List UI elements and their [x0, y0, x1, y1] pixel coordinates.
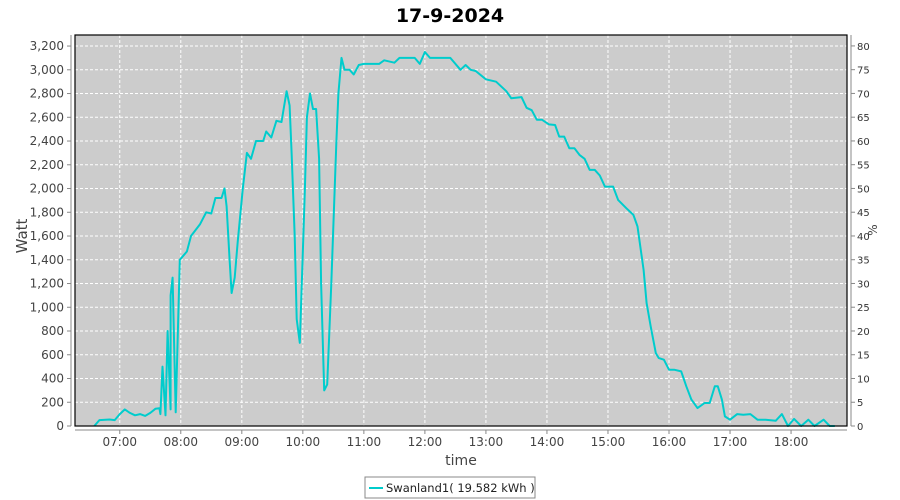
series-line — [93, 51, 835, 427]
x-tick-label: 07:00 — [102, 435, 137, 449]
grid — [75, 35, 847, 426]
y-tick-label: 2,800 — [30, 87, 64, 101]
y2-tick-label: 20 — [857, 327, 870, 338]
y2-tick-label: 0 — [857, 422, 863, 433]
y2-tick-label: 65 — [857, 113, 870, 124]
y-tick-label: 400 — [41, 372, 64, 386]
y-tick-label: 2,200 — [30, 158, 64, 172]
x-tick-label: 18:00 — [774, 435, 809, 449]
y-tick-label: 200 — [41, 395, 64, 409]
y-axis-label: Watt — [13, 218, 31, 253]
y-tick-label: 3,200 — [30, 39, 64, 53]
y-tick-label: 3,000 — [30, 63, 64, 77]
y-tick-label: 1,400 — [30, 253, 64, 267]
y-tick-label: 2,000 — [30, 182, 64, 196]
y-tick-label: 0 — [56, 419, 64, 433]
y-tick-label: 1,600 — [30, 229, 64, 243]
y2-tick-label: 60 — [857, 137, 870, 148]
y2-tick-label: 70 — [857, 89, 870, 100]
x-axis-label: time — [445, 453, 477, 469]
y-tick-label: 1,000 — [30, 300, 64, 314]
y2-tick-label: 5 — [857, 398, 863, 409]
y2-tick-label: 45 — [857, 208, 870, 219]
y2-tick-label: 75 — [857, 66, 870, 77]
plot-area — [75, 35, 847, 426]
y-tick-label: 1,200 — [30, 277, 64, 291]
x-tick-label: 15:00 — [591, 435, 626, 449]
x-tick-label: 10:00 — [286, 435, 321, 449]
y-tick-label: 2,400 — [30, 134, 64, 148]
y-tick-label: 600 — [41, 348, 64, 362]
y-tick-label: 800 — [41, 324, 64, 338]
x-axis-ticks: 07:00 08:00 09:00 10:00 11:00 12:00 13:00 14:00… — [102, 430, 808, 449]
x-tick-label: 16:00 — [652, 435, 687, 449]
x-tick-label: 13:00 — [469, 435, 504, 449]
chart-title: 17-9-2024 — [396, 5, 504, 27]
legend[interactable]: Swanland1( 19.582 kWh ) — [364, 476, 536, 499]
x-tick-label: 12:00 — [408, 435, 443, 449]
y2-tick-label: 30 — [857, 279, 870, 290]
plot-border — [74, 34, 848, 427]
y2-tick-label: 50 — [857, 184, 870, 195]
y2-tick-label: 55 — [857, 161, 870, 172]
x-tick-label: 14:00 — [530, 435, 565, 449]
legend-label: Swanland1( 19.582 kWh ) — [386, 481, 535, 495]
y-axis-ticks: 0 200 400 600 800 1,000 1,200 1,400 1,600 1,800 2,… — [30, 39, 71, 433]
y2-tick-label: 40 — [857, 232, 870, 243]
y2-axis-label: % — [866, 224, 880, 235]
series-layer — [93, 51, 835, 427]
y-tick-label: 1,800 — [30, 205, 64, 219]
y2-tick-label: 35 — [857, 256, 870, 267]
x-tick-label: 17:00 — [713, 435, 748, 449]
y2-tick-label: 15 — [857, 351, 870, 362]
x-tick-label: 11:00 — [347, 435, 382, 449]
y2-tick-label: 25 — [857, 303, 870, 314]
y2-tick-label: 10 — [857, 374, 870, 385]
y-tick-label: 2,600 — [30, 110, 64, 124]
y2-tick-label: 80 — [857, 42, 870, 53]
x-tick-label: 08:00 — [163, 435, 198, 449]
y2-axis-ticks: 0 5 10 15 20 25 30 35 40 45 50 55 60 65 70 75 80 — [851, 42, 870, 433]
legend-box — [364, 476, 536, 499]
x-tick-label: 09:00 — [225, 435, 260, 449]
